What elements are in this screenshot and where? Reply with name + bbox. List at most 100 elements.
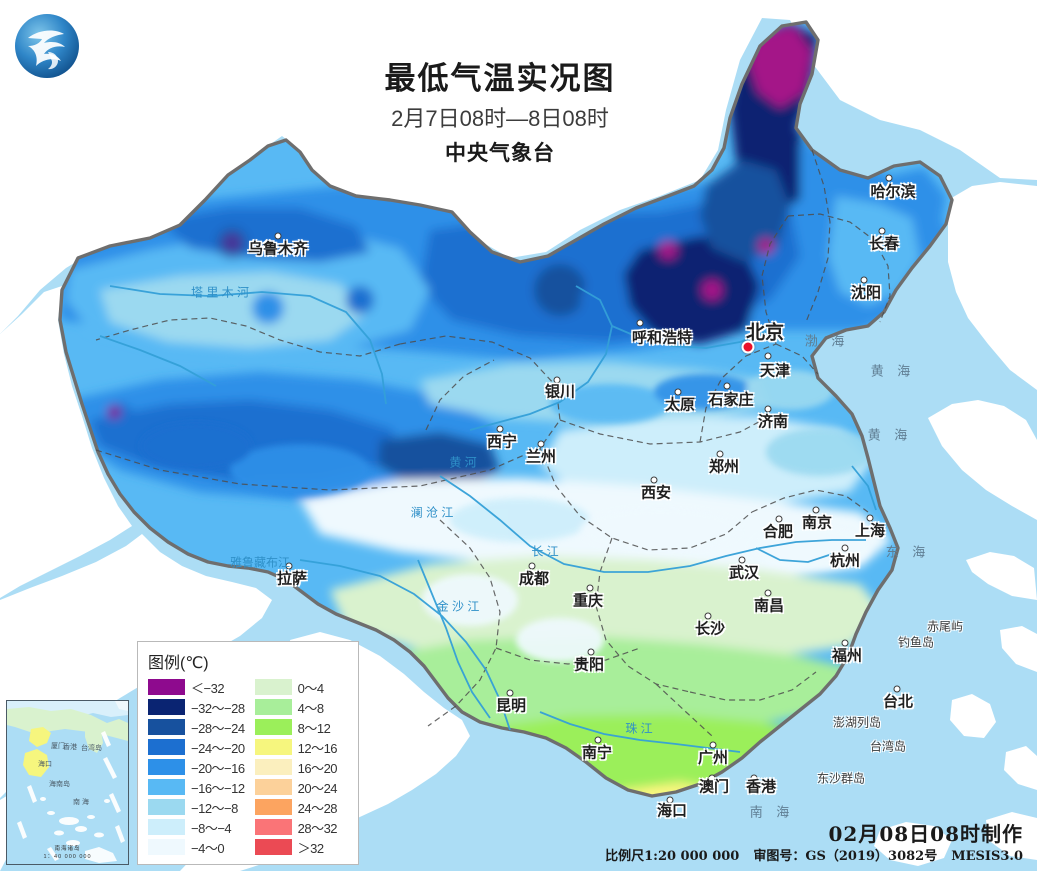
city-marker [528, 562, 536, 570]
national-border [58, 20, 954, 798]
inset-label: 厦门 [51, 743, 65, 750]
legend-swatch [148, 819, 185, 835]
legend-label: −12～−8 [191, 800, 238, 816]
inset-scale-title: 南海诸岛 [54, 846, 81, 852]
legend-label: 16～20 [297, 760, 338, 776]
legend-column-cold: ＜−32 −32～−28 −28～−24 −24～−20 −20～−16 −16～−12 −… [148, 678, 245, 856]
legend-swatch [254, 719, 292, 735]
legend-swatch [254, 699, 292, 715]
legend-label: ＞32 [297, 840, 324, 856]
rivers [99, 285, 877, 753]
city-marker [586, 584, 594, 592]
legend-row: −20～−16 [148, 758, 245, 776]
legend-row: 20～24 [254, 778, 338, 796]
legend-label: −28～−24 [191, 720, 245, 736]
city-marker [594, 736, 602, 744]
city-marker [738, 556, 746, 564]
page-title: 最低气温实况图 [384, 61, 616, 97]
city-marker [709, 741, 717, 749]
legend-row: −8～−4 [148, 818, 245, 836]
legend-swatch [254, 679, 292, 695]
city-marker [506, 689, 514, 697]
city-marker [708, 774, 716, 782]
legend-label: 8～12 [297, 720, 331, 736]
province-borders [95, 149, 891, 737]
city-marker [666, 796, 674, 804]
city-marker [285, 562, 293, 570]
legend-swatch [254, 799, 292, 815]
review-number: 审图号：GS（2019）3082号 [753, 849, 938, 864]
inset-label: 台湾岛 [81, 745, 102, 752]
title-organization: 中央气象台 [445, 139, 555, 165]
city-marker [750, 774, 758, 782]
legend-row: 4～8 [254, 698, 337, 716]
production-time: 02月08日08时制作 [828, 822, 1023, 846]
legend-row: −24～−20 [148, 738, 245, 756]
system-version: MESIS3.0 [951, 849, 1023, 864]
legend-label: 4～8 [297, 700, 324, 716]
city-marker [587, 648, 595, 656]
city-marker [841, 544, 849, 552]
legend-row: −4～0 [148, 838, 245, 856]
inset-label: 海南岛 [49, 781, 70, 788]
title-block: 最低气温实况图 2月7日08时—8日08时 中央气象台 [335, 61, 665, 167]
legend-swatch [254, 779, 292, 795]
title-subtitle: 2月7日08时—8日08时 [391, 105, 609, 131]
city-marker [650, 476, 658, 484]
legend-row: −12～−8 [148, 798, 245, 816]
legend-row: 8～12 [254, 718, 337, 736]
inset-scale: 南海诸岛 1：40 000 000 [43, 844, 91, 860]
legend-label: −16～−12 [191, 780, 245, 796]
legend-label: −8～−4 [191, 820, 232, 836]
legend-swatch [148, 779, 185, 795]
legend-label: 24～28 [297, 800, 338, 816]
legend-row: 0～4 [254, 678, 337, 696]
city-marker [866, 514, 874, 522]
city-marker [764, 352, 772, 360]
city-marker [674, 388, 682, 396]
inset-scale-ratio: 1：40 000 000 [43, 854, 92, 860]
legend-swatch [254, 839, 292, 855]
city-marker [860, 276, 868, 284]
legend-panel: 图例(℃) ＜−32 −32～−28 −28～−24 −24～−20 −20～−16 −1… [137, 641, 359, 865]
legend-swatch [148, 679, 185, 695]
inset-label: 香港 [63, 744, 77, 751]
legend-row: −32～−28 [148, 698, 245, 716]
city-marker [537, 440, 545, 448]
legend-label: −32～−28 [191, 700, 245, 716]
legend-label: ＜−32 [191, 680, 225, 696]
legend-label: −20～−16 [191, 760, 245, 776]
city-marker [775, 515, 783, 523]
legend-row: ＞32 [254, 838, 337, 856]
south-china-sea-inset: 台湾岛 海南岛南 海 厦门 香港 海口 南海诸岛 1：40 000 000 [6, 700, 129, 865]
city-marker [893, 685, 901, 693]
legend-row: −28～−24 [148, 718, 245, 736]
city-marker [764, 589, 772, 597]
footer-credits: 比例尺1:20 000 000 审图号：GS（2019）3082号 MESIS3… [605, 845, 1023, 864]
legend-swatch [254, 739, 292, 755]
legend-row: 12～16 [254, 738, 338, 756]
legend-label: 12～16 [297, 740, 338, 756]
legend-row: 24～28 [254, 798, 338, 816]
legend-column-warm: 0～4 4～8 8～12 12～16 16～20 20～24 24～28 28～32 ＞32 [254, 678, 338, 856]
legend-swatch [148, 719, 185, 735]
legend-swatch [254, 759, 292, 775]
city-marker [841, 639, 849, 647]
capital-marker [741, 340, 755, 354]
inset-label: 海口 [38, 761, 52, 768]
legend-label: 20～24 [297, 780, 338, 796]
city-marker [885, 174, 893, 182]
city-marker [716, 450, 724, 458]
legend-label: 0～4 [297, 680, 324, 696]
city-marker [812, 506, 820, 514]
legend-swatch [148, 839, 185, 855]
legend-swatch [148, 739, 185, 755]
legend-label: −24～−20 [191, 740, 245, 756]
legend-row: ＜−32 [148, 678, 245, 696]
legend-swatch [148, 759, 185, 775]
cma-dragon-logo [15, 14, 79, 78]
legend-swatch [148, 699, 185, 715]
legend-swatch [148, 799, 185, 815]
city-marker [764, 405, 772, 413]
